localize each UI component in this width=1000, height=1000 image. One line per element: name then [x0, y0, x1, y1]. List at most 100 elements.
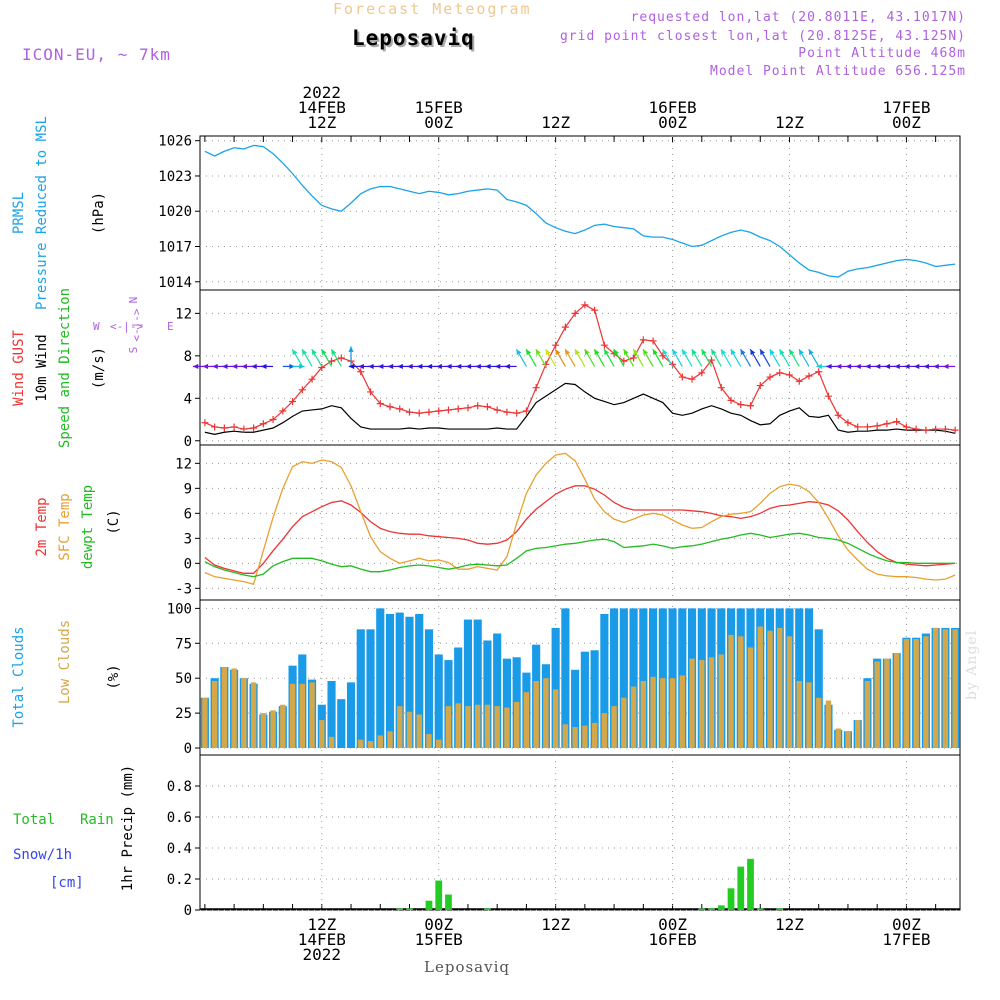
gust-marker — [678, 373, 686, 381]
wind-arrow-head — [251, 363, 257, 370]
pressure-plot: 1014 1017 1020 1023 1026 — [158, 134, 960, 291]
time-label-bottom: 12Z — [775, 915, 804, 934]
total-cloud-bar — [385, 613, 395, 749]
low-cloud-bar — [942, 629, 949, 749]
y-tick-label: 0.2 — [167, 872, 192, 888]
time-label-top: 2022 — [303, 83, 342, 102]
gust-marker — [337, 354, 345, 362]
low-cloud-bar — [728, 634, 734, 749]
wind-arrow-head — [535, 349, 541, 356]
time-label-bottom: 14FEB — [298, 930, 346, 949]
compass-e: E — [167, 320, 174, 333]
wind-gust-line — [204, 304, 956, 431]
low-cloud-bar — [319, 720, 325, 749]
pressure-line — [204, 144, 956, 278]
requested-coords: requested lon,lat (20.8011E, 43.1017N) — [630, 10, 966, 25]
time-label-bottom: 00Z — [658, 915, 687, 934]
gust-marker — [873, 422, 881, 430]
wind-arrow-head — [397, 363, 403, 370]
total-cloud-bar — [551, 627, 560, 749]
low-cloud-bar — [757, 626, 763, 749]
total-cloud-bar — [346, 682, 356, 749]
gust-marker — [289, 397, 297, 405]
y-tick-label: 1014 — [158, 275, 192, 291]
wind-arrow-head — [261, 363, 267, 370]
low-cloud-bar — [309, 682, 315, 749]
y-tick-label: 100 — [167, 601, 192, 617]
precip-unit: 1hr Precip (mm) — [120, 765, 136, 891]
low-cloud-bar — [893, 653, 900, 749]
low-cloud-bar — [835, 728, 841, 749]
pressure-label-msl: Pressure Reduced to MSL — [34, 116, 50, 310]
wind-arrow-head — [516, 349, 522, 356]
gust-marker — [367, 388, 375, 396]
rain-bar — [717, 905, 725, 910]
total-cloud-bar — [376, 608, 385, 749]
low-cloud-bar — [591, 722, 598, 749]
gust-marker — [542, 360, 550, 368]
total-cloud-bar — [434, 654, 443, 749]
low-cloud-bar — [796, 680, 802, 749]
total-cloud-bar — [804, 608, 814, 749]
clouds-low-label: Low Clouds — [57, 620, 73, 704]
total-cloud-bar — [600, 613, 609, 749]
low-cloud-bar — [903, 639, 910, 749]
time-label-top: 12Z — [541, 113, 570, 132]
y-tick-label: 0 — [184, 903, 192, 919]
total-cloud-bar — [473, 619, 482, 749]
gust-marker — [747, 402, 755, 410]
low-cloud-bar — [923, 636, 929, 749]
total-cloud-bar — [580, 651, 589, 749]
time-label-top: 15FEB — [415, 98, 463, 117]
low-cloud-bar — [445, 706, 452, 749]
gust-marker — [785, 371, 793, 379]
gust-marker — [688, 375, 696, 383]
wind-arrow-head — [565, 349, 571, 356]
gust-marker — [834, 411, 842, 419]
gust-marker — [444, 406, 452, 414]
wind-arrow-head — [894, 363, 900, 370]
low-cloud-bar — [767, 630, 773, 749]
wind-arrow-head — [331, 349, 337, 356]
time-label-bottom: 12Z — [307, 915, 336, 934]
gust-marker — [912, 425, 920, 433]
gust-marker — [561, 323, 569, 331]
wind-arrow-head — [555, 349, 561, 356]
low-cloud-bar — [377, 735, 383, 749]
gust-marker — [639, 336, 647, 344]
low-cloud-bar — [416, 714, 422, 749]
wind-arrow-head — [874, 363, 881, 370]
wind-arrow-head — [845, 363, 852, 370]
gust-marker — [795, 377, 803, 385]
gust-marker — [513, 409, 521, 417]
clouds-unit: (%) — [106, 664, 122, 689]
precip-cm-label: [cm] — [50, 875, 84, 891]
wind-arrow-head — [231, 363, 238, 370]
gust-marker — [396, 405, 404, 413]
y-tick-label: 1020 — [158, 204, 192, 220]
pressure-label-prmsl: PRMSL — [11, 192, 27, 234]
total-cloud-bar — [337, 699, 346, 749]
total-cloud-bar — [795, 608, 804, 749]
low-cloud-bar — [299, 683, 305, 749]
wind-arrow-head — [504, 363, 511, 370]
low-cloud-bar — [387, 731, 393, 749]
precip-total-label: Total — [13, 812, 55, 828]
total-cloud-bar — [444, 660, 453, 749]
precip-plot: 0 0.2 0.4 0.6 0.8 — [167, 755, 960, 919]
point-altitude: Point Altitude 468m — [798, 46, 966, 61]
total-cloud-bar — [610, 608, 619, 749]
low-cloud-bar — [884, 658, 890, 749]
low-cloud-bar — [660, 678, 666, 749]
location-title: Leposaviq — [352, 26, 475, 50]
rain-bar — [445, 894, 452, 910]
y-tick-label: 4 — [184, 391, 192, 407]
wind-arrow-head — [348, 363, 355, 370]
y-tick-label: 12 — [175, 456, 192, 472]
wind-arrow-head — [701, 349, 707, 356]
low-cloud-bar — [747, 647, 754, 749]
wind-arrow-head — [604, 349, 610, 356]
low-cloud-bar — [855, 720, 861, 749]
pressure-unit: (hPa) — [91, 192, 107, 234]
